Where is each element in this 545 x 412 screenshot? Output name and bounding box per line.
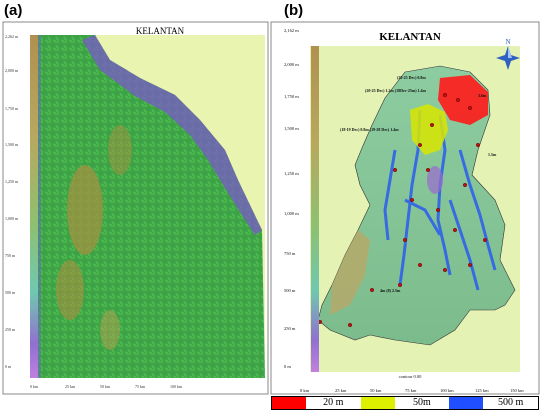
panel-b-flood-50m	[410, 104, 448, 155]
panel-a-terrain	[30, 35, 265, 378]
legend-label-50m: 50m	[394, 397, 450, 409]
panel-b-gauge-points	[318, 92, 488, 328]
flood-depth-legend: 20 m 50m 500 m	[271, 396, 539, 410]
panel-b-label: (b)	[284, 2, 304, 19]
panel-b-flood-20m	[438, 75, 488, 125]
north-arrow-icon	[496, 46, 520, 70]
panel-a-highland-4	[100, 310, 120, 350]
legend-swatch-50m	[360, 397, 395, 409]
legend-swatch-20m	[272, 397, 306, 409]
legend-label-500m: 500 m	[483, 397, 539, 409]
panel-a-coast	[82, 35, 262, 235]
panel-a-elevation-edge	[38, 35, 41, 378]
panel-a-highland-2	[56, 260, 84, 320]
legend-swatch-500m	[449, 397, 484, 409]
panel-a-highland-3	[108, 125, 132, 175]
panel-b-purple-patch	[427, 166, 443, 194]
panel-b-elevation-bar	[311, 46, 319, 372]
legend-label-20m: 20 m	[305, 397, 361, 409]
panel-a-highland-1	[67, 165, 103, 255]
panel-a-elevation-bar	[30, 35, 38, 378]
panel-a-label: (a)	[4, 2, 23, 19]
panel-b-highland	[330, 230, 370, 315]
